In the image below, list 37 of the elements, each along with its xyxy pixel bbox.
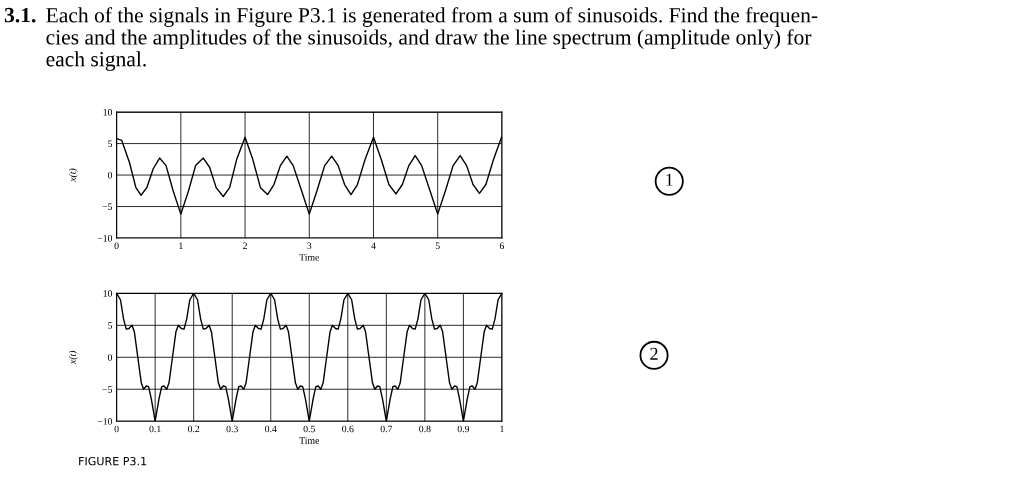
x-tick-label: 0.9 [457, 425, 470, 433]
y-tick-label: 5 [108, 140, 113, 148]
x-tick-label: 0.2 [187, 425, 200, 433]
y-tick-label: 10 [103, 109, 113, 116]
x-tick-label: 0.5 [303, 425, 315, 433]
x-tick-label: 0.4 [265, 425, 277, 433]
text: 1 [666, 173, 673, 186]
text: 2 [650, 347, 658, 360]
x-tick-label: 0 [114, 425, 119, 433]
x-tick-label: 3 [307, 242, 312, 250]
y-tick-label: −5 [102, 203, 113, 211]
y-tick-label: 0 [107, 354, 113, 361]
x-tick-label: 1 [500, 425, 504, 433]
x-axis-title: Time [299, 254, 320, 261]
y-tick-label: 0 [107, 171, 113, 179]
x-axis-title: Time [299, 437, 320, 444]
x-tick-label: 0 [114, 242, 119, 250]
x-tick-label: 0.8 [419, 425, 431, 433]
y-tick-label: −10 [97, 234, 113, 242]
y-axis-title: x(t) [68, 168, 78, 182]
chart-title: Each of the signals in Figure P3.1 is generated from a sum of sinusoids. Find the frequen- cies and the amplitudes of the sinusoids, and draw the line spectrum (amplitude only) for each signal. [46, 7, 818, 71]
x-tick-label: 0.6 [342, 425, 354, 433]
x-tick-label: 4 [371, 242, 376, 249]
caption: FIGURE P3.1 [79, 456, 147, 466]
y-axis-title: x(t) [68, 350, 78, 365]
y-tick-label: −5 [102, 386, 113, 393]
x-tick-label: 1 [179, 242, 183, 249]
y-tick-label: 10 [103, 290, 113, 297]
x-tick-label: 0.1 [149, 425, 161, 433]
y-tick-label: −10 [97, 418, 113, 425]
x-tick-label: 2 [243, 242, 247, 249]
x-tick-label: 5 [435, 242, 440, 250]
x-tick-label: 6 [499, 242, 505, 250]
text: 3.1. [4, 7, 36, 23]
x-tick-label: 0.3 [226, 425, 238, 433]
x-tick-label: 0.7 [380, 425, 393, 433]
y-tick-label: 5 [108, 322, 113, 329]
